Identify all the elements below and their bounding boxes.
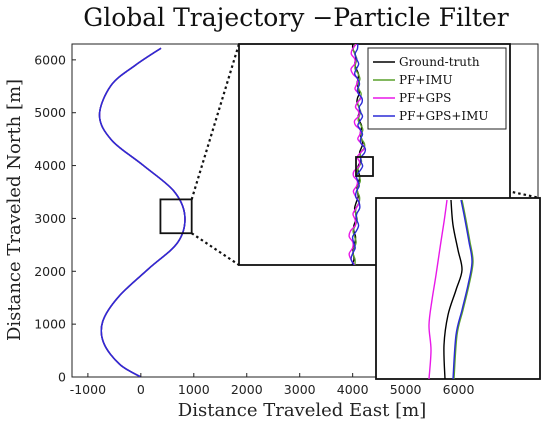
y-tick-label: 2000 — [34, 264, 66, 279]
x-axis-ticks: -1000 0 1000 2000 3000 4000 5000 6000 — [70, 373, 475, 397]
legend-label-pf-imu: PF+IMU — [399, 73, 453, 87]
y-tick-label: 3000 — [34, 211, 66, 226]
x-tick-label: 6000 — [443, 382, 475, 397]
legend-label-pf-gps: PF+GPS — [399, 91, 451, 105]
zoom-connector-line — [191, 232, 240, 266]
main-series-group — [98, 47, 186, 377]
x-tick-label: 5000 — [390, 382, 422, 397]
zoom-inset-2 — [375, 197, 541, 380]
inset-2-line-pf-gps — [428, 199, 448, 379]
y-tick-label: 4000 — [34, 158, 66, 173]
x-axis-label: Distance Traveled East [m] — [178, 400, 426, 421]
zoom-region-box — [159, 198, 193, 235]
zoom-inset-1-series — [348, 44, 367, 265]
y-axis-label: Distance Traveled North [m] — [4, 79, 25, 341]
x-tick-label: 3000 — [284, 382, 316, 397]
legend-label-pf-gps-imu: PF+GPS+IMU — [399, 109, 489, 123]
legend-items: Ground-truth PF+IMU PF+GPS PF+GPS+IMU — [373, 55, 489, 123]
x-tick-label: 2000 — [231, 382, 263, 397]
zoom-inset-2-series — [428, 199, 474, 379]
chart-title: Global Trajectory −Particle Filter — [83, 3, 509, 32]
legend: Ground-truth PF+IMU PF+GPS PF+GPS+IMU — [367, 47, 507, 130]
zoom-region-2-box — [355, 156, 374, 177]
inset-2-line-pf-gps-imu — [452, 199, 473, 379]
y-tick-label: 0 — [58, 370, 66, 385]
inset-2-line-pf-imu — [453, 199, 474, 379]
inset-1-line-pf-gps-imu — [350, 44, 367, 265]
y-tick-label: 1000 — [34, 317, 66, 332]
y-tick-label: 5000 — [34, 105, 66, 120]
y-axis-ticks: 0 1000 2000 3000 4000 5000 6000 — [34, 52, 76, 385]
legend-label-ground-truth: Ground-truth — [399, 55, 480, 69]
x-tick-label: -1000 — [70, 382, 106, 397]
inset-2-line-ground-truth — [443, 199, 463, 379]
x-tick-label: 0 — [137, 382, 145, 397]
y-tick-label: 6000 — [34, 52, 66, 67]
x-tick-label: 1000 — [178, 382, 210, 397]
x-tick-label: 4000 — [337, 382, 369, 397]
series-line-pf-gps-imu — [98, 47, 186, 377]
